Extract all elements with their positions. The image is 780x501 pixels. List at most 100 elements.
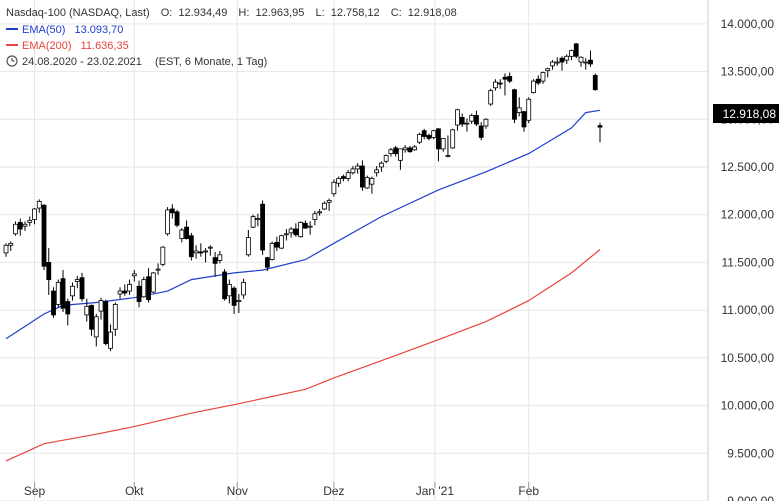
candle: [398, 148, 403, 170]
candle-body: [217, 254, 223, 261]
candle-body: [545, 68, 551, 72]
candle-body: [298, 221, 304, 238]
candle-body: [440, 137, 446, 150]
candle: [274, 236, 280, 251]
candle: [203, 248, 208, 263]
open-value: 12.934,49: [178, 7, 227, 19]
candle-body: [255, 218, 261, 220]
candle: [98, 297, 104, 320]
candle-body: [550, 61, 555, 67]
candle-body: [98, 300, 104, 312]
candle: [160, 246, 166, 267]
candle: [531, 79, 536, 94]
candle: [459, 113, 465, 127]
candle: [564, 54, 570, 64]
candle: [236, 293, 242, 314]
candle-body: [588, 59, 593, 65]
candle-body: [188, 235, 194, 258]
candle: [383, 154, 389, 164]
y-axis: 9.000,00 9.500,00 10.000,00 10.500,00 11.000…: [721, 17, 775, 501]
candle-body: [141, 279, 147, 298]
candle: [184, 220, 189, 240]
candle-body: [36, 200, 42, 209]
candle-body: [108, 331, 113, 349]
y-tick-label: 10.000,00: [721, 399, 775, 413]
candle-body: [136, 285, 142, 302]
candle-body: [22, 223, 28, 227]
low-label: L:: [315, 7, 324, 19]
candle: [583, 58, 589, 70]
y-tick-label: 14.000,00: [721, 17, 775, 31]
candle-body: [488, 90, 494, 105]
candle-body: [264, 257, 270, 268]
candle: [469, 113, 475, 125]
candle-body: [317, 211, 323, 214]
candle: [521, 110, 527, 132]
candle-body: [379, 162, 384, 168]
candle-body: [312, 213, 318, 220]
candle: [146, 268, 151, 303]
candle-body: [359, 165, 365, 188]
candle-body: [112, 304, 118, 330]
candle-body: [436, 128, 441, 150]
candle-body: [269, 242, 275, 260]
candle: [131, 270, 137, 282]
candle: [540, 71, 546, 84]
candle: [245, 229, 251, 257]
x-tick-label: Nov: [227, 484, 248, 498]
candle-body: [355, 165, 361, 170]
candle-body: [478, 125, 484, 138]
candle-body: [493, 81, 498, 89]
candle-body: [345, 172, 351, 179]
candle-body: [369, 178, 375, 185]
last-value-label: 12.918,08: [713, 104, 779, 123]
period-line: 24.08.2020 - 23.02.2021 (EST, 6 Monate, …: [22, 56, 267, 68]
candle-body: [212, 257, 218, 264]
candle: [222, 269, 227, 301]
candle-body: [198, 251, 204, 254]
candle: [340, 174, 346, 182]
candle-body: [412, 146, 418, 151]
candle: [13, 221, 18, 236]
candle-body: [46, 262, 52, 281]
x-tick-label: Okt: [125, 484, 144, 498]
candle: [578, 56, 584, 67]
candle-body: [32, 208, 37, 220]
candle-body: [383, 155, 389, 162]
candle: [388, 147, 394, 157]
candle-body: [592, 74, 598, 91]
y-tick-label: 12.500,00: [721, 160, 775, 174]
candle: [241, 278, 247, 299]
candle: [379, 161, 384, 172]
candle: [51, 287, 56, 318]
candle: [279, 234, 285, 250]
legend-ema50-name: EMA(50): [22, 24, 65, 36]
legend: Nasdaq-100 (NASDAQ, Last) O: 12.934,49 H…: [6, 7, 457, 68]
candle-body: [497, 82, 503, 85]
candle-body: [326, 199, 332, 203]
candle-body: [564, 55, 570, 61]
candle: [3, 243, 9, 257]
candle: [474, 110, 479, 126]
candle: [179, 228, 185, 243]
candle-body: [122, 290, 128, 294]
candle-body: [293, 228, 299, 236]
candle: [198, 243, 204, 257]
candle: [445, 135, 451, 158]
candle-body: [160, 246, 166, 265]
candle: [169, 204, 175, 219]
candle: [312, 210, 318, 226]
candle: [207, 245, 213, 256]
candle-body: [74, 279, 80, 282]
candle: [165, 207, 170, 236]
candle: [55, 279, 61, 308]
legend-ema50: EMA(50) 13.093,70: [22, 24, 123, 36]
candles: [3, 42, 603, 352]
candle: [455, 108, 460, 131]
candle-body: [179, 229, 185, 239]
candle: [573, 42, 579, 59]
candle-body: [393, 147, 399, 155]
candle-body: [155, 268, 161, 271]
candle-body: [502, 76, 508, 80]
legend-ema50-value: 13.093,70: [74, 24, 123, 36]
